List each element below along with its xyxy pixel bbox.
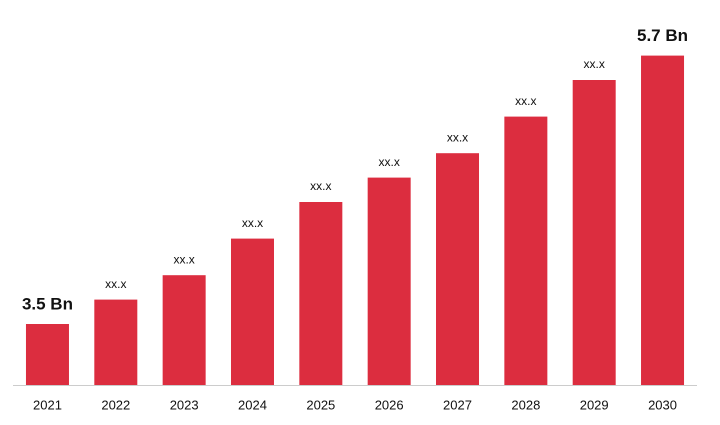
x-tick-label: 2022 [101, 397, 130, 412]
x-tick-label: 2030 [648, 397, 677, 412]
value-label: xx.x [242, 216, 263, 230]
x-tick-label: 2021 [33, 397, 62, 412]
value-label: xx.x [310, 179, 331, 193]
value-label: 3.5 Bn [22, 294, 73, 313]
value-label: xx.x [173, 252, 194, 266]
value-label: xx.x [447, 130, 468, 144]
x-tick-label: 2028 [511, 397, 540, 412]
x-tick-label: 2025 [306, 397, 335, 412]
bar [25, 324, 69, 385]
x-tick-label: 2023 [170, 397, 199, 412]
x-tick-label: 2029 [580, 397, 609, 412]
value-label: 5.7 Bn [637, 26, 688, 45]
value-label: xx.x [515, 94, 536, 108]
bar [367, 177, 411, 385]
bar [641, 55, 685, 385]
x-tick-label: 2024 [238, 397, 267, 412]
bar [94, 299, 138, 385]
bar [504, 116, 548, 385]
value-label: xx.x [378, 155, 399, 169]
x-tick-label: 2026 [375, 397, 404, 412]
bar [572, 80, 616, 385]
value-label: xx.x [105, 277, 126, 291]
bar [230, 238, 274, 385]
bar [299, 202, 343, 385]
bar [162, 275, 206, 385]
bar [436, 153, 480, 385]
value-label: xx.x [584, 57, 605, 71]
x-tick-label: 2027 [443, 397, 472, 412]
